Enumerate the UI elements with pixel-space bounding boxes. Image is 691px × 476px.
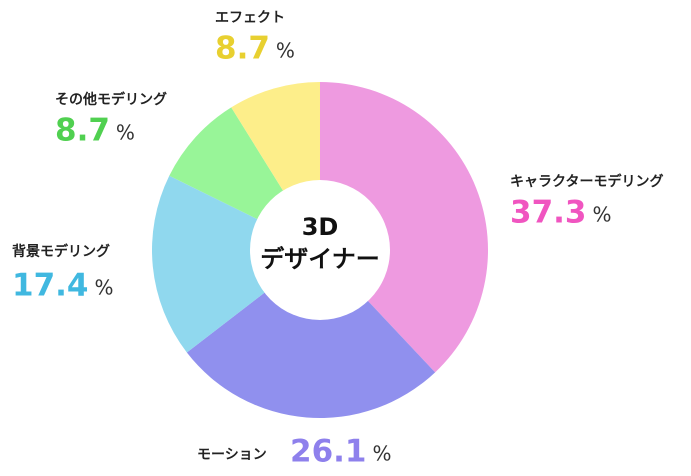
slice-name: モーション [197,447,267,463]
slice [152,175,320,353]
value-label: 37.3 [510,195,587,231]
value-label: 8.7 [215,31,270,67]
value-label: 8.7 [55,113,110,149]
center-text: 3D [302,213,339,241]
unit-label: % [276,39,295,63]
center-text: デザイナー [260,245,380,273]
unit-label: % [95,276,114,300]
unit-label: % [593,203,612,227]
donut-hole [250,180,390,320]
slice-name: エフェクト [215,10,285,26]
value-label: 26.1 [290,434,367,470]
unit-label: % [373,442,392,466]
value-label: 17.4 [12,268,89,304]
slice-name: 背景モデリング [12,243,110,260]
unit-label: % [116,121,135,145]
slice [320,82,488,373]
slice [186,250,436,419]
slice-name: キャラクターモデリング [510,173,663,190]
slice-name: その他モデリング [55,91,167,108]
